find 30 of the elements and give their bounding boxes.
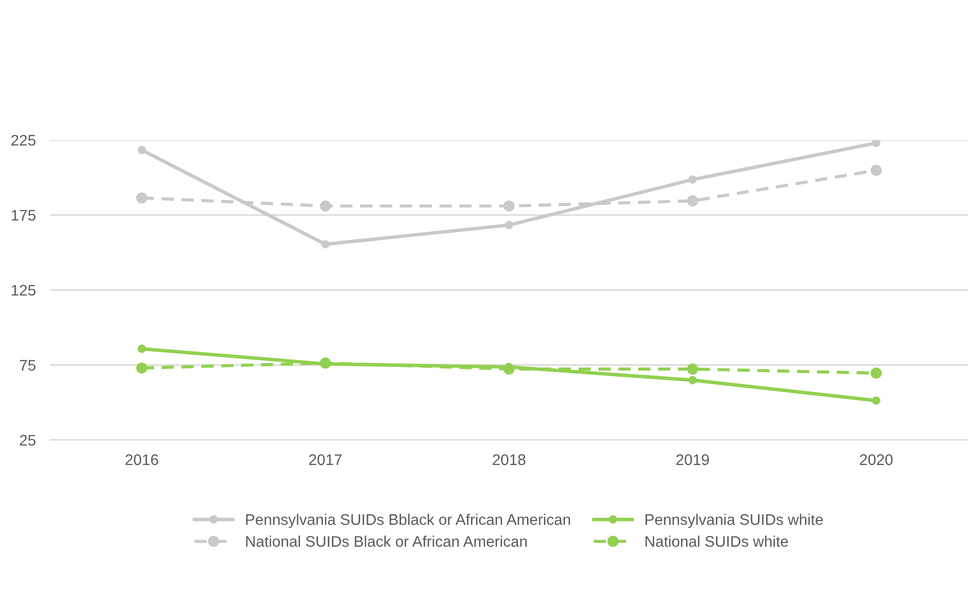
x-tick-label: 2018 (492, 454, 526, 466)
x-tick-label: 2016 (126, 454, 158, 466)
y-tick-label: 75 (20, 360, 36, 371)
point (504, 220, 514, 230)
point (872, 140, 880, 148)
legend-label: National SUIDs white (646, 536, 788, 547)
point (688, 376, 697, 384)
point (687, 363, 698, 375)
point (687, 195, 698, 206)
legend-label: National SUIDs Black or African American (246, 536, 527, 547)
point (138, 344, 146, 353)
point (870, 164, 882, 176)
y-tick-label: 225 (11, 134, 36, 146)
x-tick-label: 2019 (676, 454, 709, 466)
point (872, 396, 880, 405)
point (138, 146, 146, 154)
x-tick-label: 2020 (860, 454, 893, 466)
point (503, 200, 515, 212)
point (136, 192, 148, 204)
y-tick-label: 25 (20, 434, 36, 446)
y-tick-label: 175 (12, 210, 36, 221)
point (320, 200, 331, 212)
point (136, 362, 148, 374)
point (688, 175, 697, 184)
x-tick-label: 2017 (309, 454, 342, 466)
point (870, 368, 882, 379)
y-tick-label: 125 (12, 284, 36, 296)
point (321, 240, 330, 248)
legend-label: Pennsylvania SUIDs white (646, 514, 823, 528)
legend-label: Pennsylvania SUIDs Bblack or African American (246, 514, 570, 528)
